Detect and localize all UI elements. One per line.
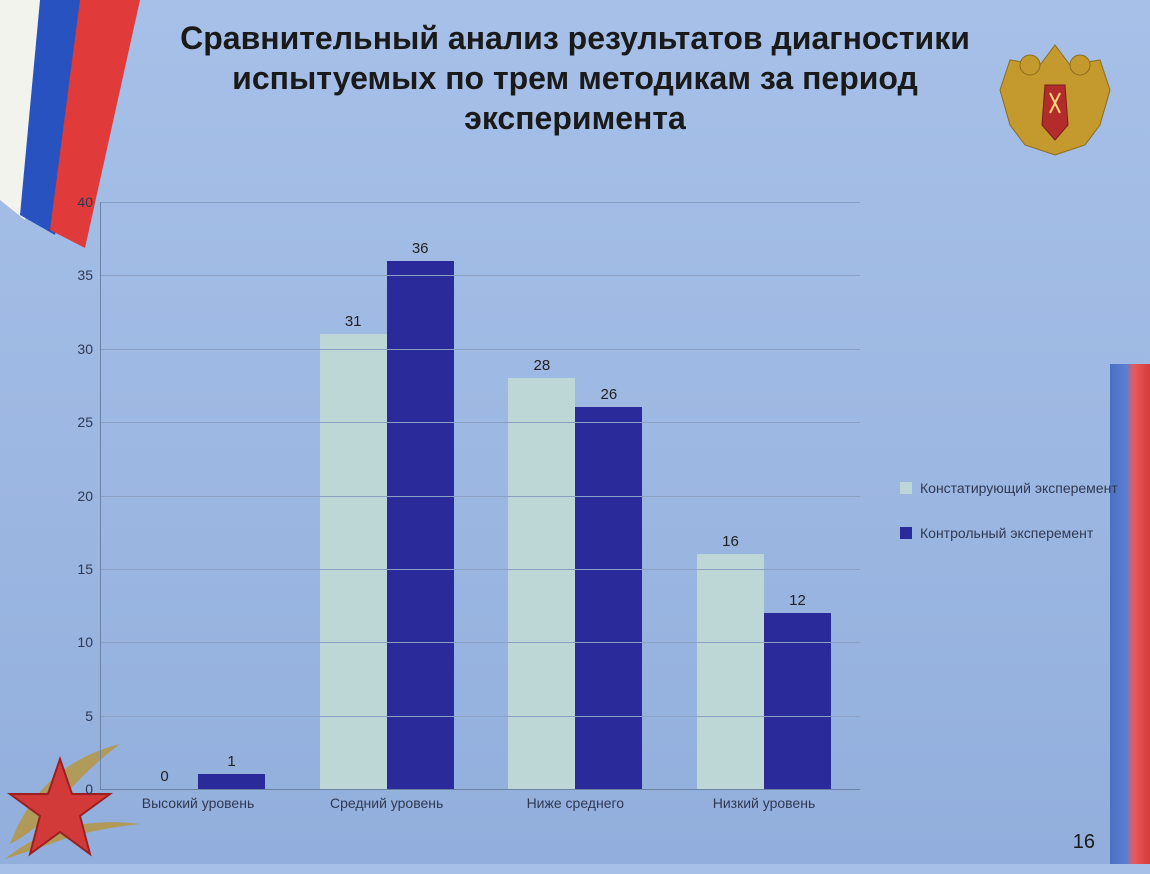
bar: 36 [387,261,454,789]
x-category-label: Средний уровень [307,795,467,811]
bar-value-label: 12 [789,592,806,609]
stripe-decoration [1110,364,1150,864]
bar: 26 [575,407,642,789]
plot-area: 01Высокий уровень3136Средний уровень2826… [100,202,860,790]
bar: 1 [198,774,265,789]
y-tick-label: 15 [65,561,101,577]
legend-label: Констатирующий эксперемент [920,480,1118,497]
y-tick-label: 40 [65,194,101,210]
gridline [101,349,860,350]
bar-value-label: 28 [533,357,550,374]
bar-value-label: 1 [227,753,235,770]
y-tick-label: 5 [65,708,101,724]
legend-item: Констатирующий эксперемент [900,480,1130,497]
y-tick-label: 10 [65,634,101,650]
y-tick-label: 25 [65,414,101,430]
page-number: 16 [1073,831,1095,854]
gridline [101,275,860,276]
bar-chart: 01Высокий уровень3136Средний уровень2826… [60,190,860,820]
y-tick-label: 30 [65,341,101,357]
x-category-label: Высокий уровень [118,795,278,811]
x-category-label: Низкий уровень [684,795,844,811]
gridline [101,716,860,717]
bar-value-label: 36 [412,240,429,257]
gridline [101,202,860,203]
legend-swatch [900,482,912,494]
bar: 28 [508,378,575,789]
gridline [101,569,860,570]
x-category-label: Ниже среднего [495,795,655,811]
slide-title: Сравнительный анализ результатов диагнос… [0,18,1150,138]
bar: 12 [764,613,831,789]
legend-label: Контрольный эксперемент [920,525,1093,542]
legend-swatch [900,527,912,539]
bar: 16 [697,554,764,789]
y-tick-label: 20 [65,488,101,504]
bar-value-label: 16 [722,533,739,550]
bar-value-label: 31 [345,313,362,330]
gridline [101,642,860,643]
y-tick-label: 35 [65,267,101,283]
gridline [101,496,860,497]
y-tick-label: 0 [65,781,101,797]
bar-value-label: 0 [160,768,168,785]
bar-value-label: 26 [600,386,617,403]
bar: 31 [320,334,387,789]
legend-item: Контрольный эксперемент [900,525,1130,542]
legend: Констатирующий эксперемент Контрольный эк… [900,480,1130,570]
gridline [101,422,860,423]
